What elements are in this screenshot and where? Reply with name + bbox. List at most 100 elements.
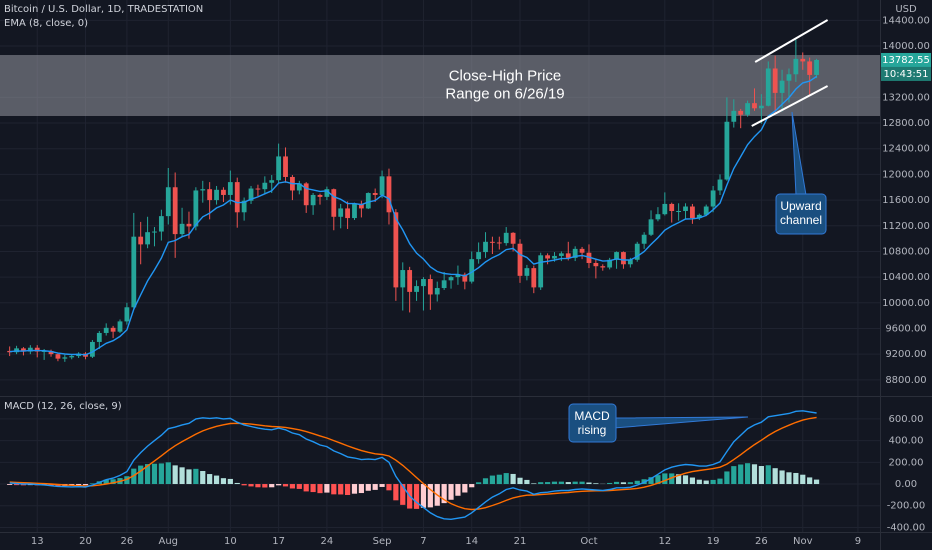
histogram-bar [731,466,737,485]
histogram-bar [331,484,337,495]
candle-body [786,74,792,81]
histogram-bar [627,482,633,485]
candle-body [469,259,475,282]
candle-body [200,189,206,191]
histogram-bar [420,484,427,508]
histogram-bar [144,464,151,485]
histogram-bar [489,475,496,485]
candle-body [496,242,502,244]
y-tick-label: -200.00 [887,501,926,512]
histogram-bar [138,465,144,485]
histogram-bar [220,478,227,485]
candle-body [614,252,619,260]
candle-body [648,219,654,235]
histogram-bar [317,484,323,494]
histogram-bar [248,484,254,487]
candle-body [414,286,419,292]
candle-body [255,188,261,190]
candle-body [524,268,530,276]
histogram-bar [476,482,482,485]
candle-body [676,210,682,212]
histogram-bar [393,484,399,501]
histogram-bar [103,479,109,485]
histogram-bar [469,484,475,488]
y-tick-label: 400.00 [889,436,924,447]
callout-text: MACD [574,409,610,423]
candle-body [807,61,813,75]
y-tick-label: 13200.00 [882,92,930,103]
histogram-bar [786,472,792,485]
histogram-bar [634,480,640,485]
candle-body [172,187,178,235]
histogram-bar [482,478,489,485]
candle-body [124,307,130,322]
y-tick-label: 8800.00 [885,375,926,386]
histogram-bar [213,475,220,485]
callout-box [775,193,827,235]
histogram-bar [813,479,820,485]
histogram-bar [427,484,433,508]
candle-body [165,187,171,217]
histogram-bar [558,481,564,485]
histogram-bar [324,484,330,493]
histogram-bar [579,481,585,485]
candle-body [207,189,213,201]
candle-body [814,59,819,75]
candle-body [269,180,275,183]
ema-legend: EMA (8, close, 0) [4,18,88,29]
candle-body [772,68,778,93]
candle-body [55,354,61,359]
histogram-bar [503,473,509,485]
histogram-bar [358,484,364,494]
histogram-bar [269,484,275,488]
candle-body [214,189,219,201]
candle-body [262,182,268,190]
histogram-bar [586,482,592,485]
x-tick-label: 24 [321,536,334,547]
histogram-bar [772,468,778,485]
histogram-bar [179,467,185,485]
histogram-bar [82,484,89,486]
candle-body [421,279,426,287]
candle-body [338,208,344,217]
histogram-bar [496,474,502,485]
histogram-bar [386,484,392,491]
candle-body [179,223,185,235]
histogram-bar [455,484,461,496]
histogram-bar [593,483,599,485]
candle-body [490,241,495,243]
candle-body [800,58,806,62]
candle-body [48,350,54,355]
candle-body [96,332,102,342]
candle-body [448,277,454,281]
candle-body [641,234,647,244]
candle-body [358,203,364,209]
x-tick-label: Oct [580,536,597,547]
histogram-bar [676,474,682,485]
histogram-bar [124,476,130,485]
candle-body [510,232,516,244]
y-tick-label: 10800.00 [882,246,930,257]
candle-body [600,266,606,268]
histogram-bar [165,462,171,485]
histogram-bar [172,465,178,485]
candle-body [627,259,633,265]
x-tick-label: 17 [272,536,285,547]
histogram-bar [365,484,371,491]
histogram-bar [565,482,571,485]
candle-body [283,156,288,177]
candle-body [427,279,433,295]
histogram-bar [441,484,447,504]
candle-body [758,105,764,109]
histogram-bar [724,471,730,485]
last-price-label: 13782.55 [882,55,930,66]
histogram-bar [538,482,544,485]
x-tick-label: 19 [707,536,720,547]
histogram-bar [462,484,468,493]
candle-body [696,214,702,219]
x-tick-label: 12 [658,536,671,547]
histogram-bar [255,484,261,488]
